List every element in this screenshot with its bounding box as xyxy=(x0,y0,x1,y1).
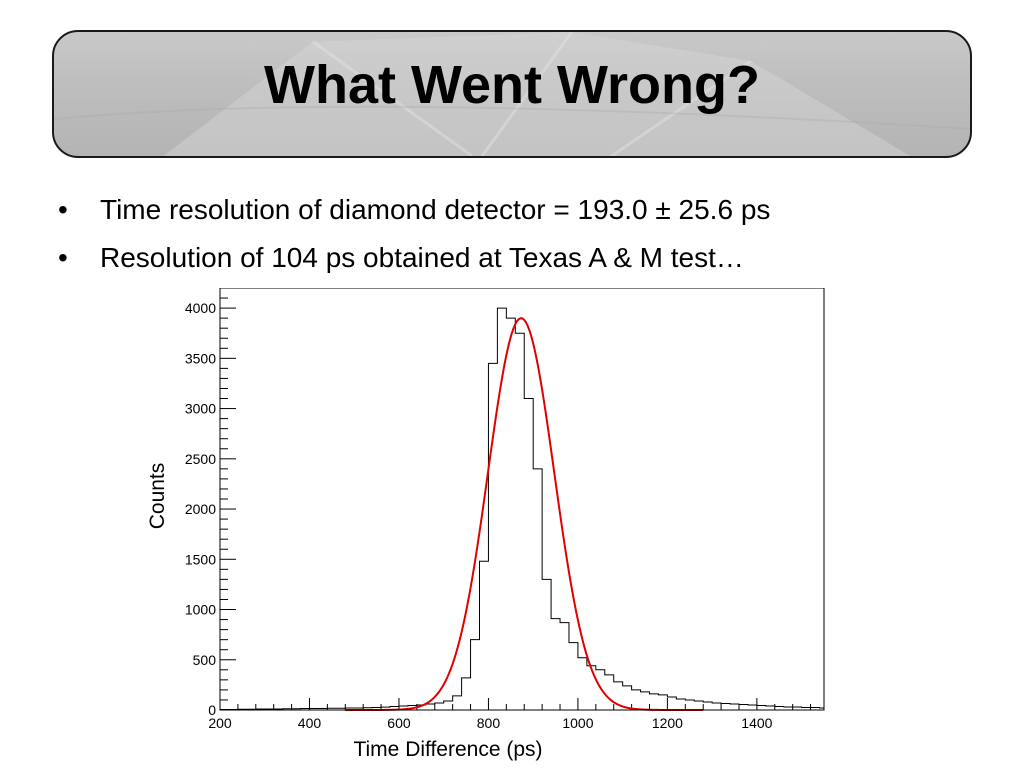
bullet-item: • Resolution of 104 ps obtained at Texas… xyxy=(58,234,770,282)
y-tick-label: 1000 xyxy=(185,602,216,618)
histogram-chart: 0 500 1000 1500 2000 2500 3000 3500 4000 200 400 60… xyxy=(146,288,825,761)
y-tick-label: 3500 xyxy=(185,350,216,366)
title-banner-texture xyxy=(54,32,970,156)
y-axis-label: Counts xyxy=(146,463,169,530)
x-tick-label: 1200 xyxy=(652,715,683,731)
plot-frame xyxy=(219,288,825,711)
histogram-series xyxy=(220,307,824,710)
x-tick-label: 1400 xyxy=(741,715,772,731)
slide-title: What Went Wrong? xyxy=(264,55,760,115)
title-banner: What Went Wrong? xyxy=(52,30,972,158)
y-tick-label: 1500 xyxy=(185,551,216,567)
bullet-text: Resolution of 104 ps obtained at Texas A… xyxy=(100,242,744,273)
bullet-list: • Time resolution of diamond detector = … xyxy=(58,186,770,282)
y-tick-label: 4000 xyxy=(185,300,216,316)
y-tick-label: 2500 xyxy=(185,451,216,467)
bullet-item: • Time resolution of diamond detector = … xyxy=(58,186,770,234)
x-tick-label: 400 xyxy=(298,715,322,731)
x-axis-label: Time Difference (ps) xyxy=(353,738,542,761)
x-tick-label: 600 xyxy=(387,715,411,731)
x-tick-label: 200 xyxy=(208,715,232,731)
y-tick-label: 500 xyxy=(193,652,217,668)
bullet-dot-icon: • xyxy=(58,194,68,225)
x-tick-label: 1000 xyxy=(562,715,593,731)
y-tick-label: 2000 xyxy=(185,501,216,517)
bullet-text: Time resolution of diamond detector = 19… xyxy=(100,194,771,225)
bullet-dot-icon: • xyxy=(58,242,68,273)
x-tick-label: 800 xyxy=(477,715,501,731)
y-tick-label: 3000 xyxy=(185,401,216,417)
y-tick-label: 0 xyxy=(208,702,216,718)
